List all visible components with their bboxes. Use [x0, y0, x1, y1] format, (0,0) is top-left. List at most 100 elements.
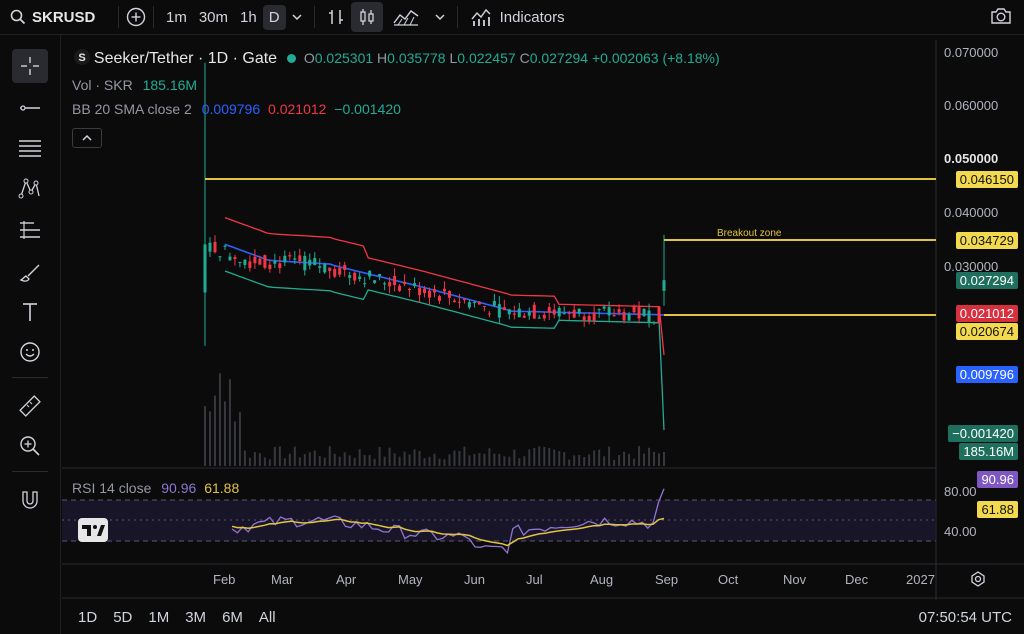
price-label-020674[interactable]: 0.020674: [955, 323, 1018, 340]
volume-bar: [598, 449, 601, 466]
candle-body: [507, 309, 511, 315]
candle-body: [393, 275, 397, 286]
range-1m[interactable]: 1M: [148, 608, 170, 626]
bb-legend[interactable]: BB 20 SMA close 2 0.009796 0.021012 −0.0…: [72, 101, 401, 117]
time-axis-settings[interactable]: [970, 571, 986, 592]
indicators-button[interactable]: Indicators: [470, 7, 565, 27]
area-style-button[interactable]: [391, 6, 421, 28]
rsi-value: 90.96: [161, 480, 197, 496]
candle-body: [572, 309, 576, 318]
area-chart-icon: [393, 10, 418, 26]
tradingview-logo[interactable]: [78, 518, 108, 547]
screenshot-button[interactable]: [990, 6, 1012, 30]
price-label-bb-upper[interactable]: 0.021012: [955, 305, 1018, 322]
candle-body: [373, 280, 377, 283]
range-3m[interactable]: 3M: [185, 608, 207, 626]
indicators-label: Indicators: [499, 8, 565, 26]
price-tick: 0.060000: [944, 98, 999, 113]
candle-body: [617, 309, 621, 313]
interval-dropdown[interactable]: [286, 6, 308, 28]
range-6m[interactable]: 6M: [222, 608, 243, 626]
volume-bar: [363, 455, 366, 466]
utc-clock[interactable]: 07:50:54 UTC: [918, 608, 1012, 626]
divider: [153, 6, 154, 28]
price-label-034729[interactable]: 0.034729: [955, 232, 1018, 249]
volume-bar: [413, 449, 416, 466]
candle-body: [353, 272, 357, 281]
volume-bar: [328, 446, 331, 466]
volume-bar: [453, 450, 456, 466]
price-label-bb-lower[interactable]: −0.001420: [948, 425, 1018, 442]
bars-style-button[interactable]: [325, 6, 347, 28]
price-label-bb-basis[interactable]: 0.009796: [955, 366, 1018, 383]
candle-body: [462, 298, 466, 300]
text-tool[interactable]: [12, 295, 48, 329]
candle-body: [253, 256, 257, 264]
candle-body: [388, 282, 392, 287]
price-label-046150[interactable]: 0.046150: [955, 171, 1018, 188]
volume-bar: [268, 459, 271, 466]
rsi-legend[interactable]: RSI 14 close 90.96 61.88: [72, 480, 239, 496]
fib-tool[interactable]: [12, 131, 48, 165]
volume-bar: [204, 406, 206, 466]
volume-bar: [628, 453, 631, 466]
volume-bar: [493, 453, 496, 466]
breakout-annotation[interactable]: Breakout zone: [717, 228, 782, 239]
pattern-tool[interactable]: [12, 171, 48, 205]
volume-bar: [233, 421, 236, 466]
interval-d[interactable]: D: [262, 4, 286, 30]
high-value: 0.035778: [387, 50, 446, 66]
candle-body: [213, 241, 217, 253]
candle-body: [437, 296, 441, 301]
candles-style-button[interactable]: [350, 2, 383, 32]
time-tick: Feb: [213, 572, 236, 587]
emoji-tool[interactable]: [12, 335, 48, 369]
drawing-toolbar: [0, 35, 61, 634]
candle-body: [378, 274, 382, 276]
candle-body: [467, 302, 471, 308]
add-symbol-button[interactable]: [125, 6, 147, 28]
price-label-volume[interactable]: 185.16M: [959, 443, 1018, 460]
divider: [118, 6, 119, 28]
chart-title[interactable]: Seeker/Tether · 1D · Gate: [93, 50, 278, 67]
price-label-last[interactable]: 0.027294: [955, 272, 1018, 289]
volume-legend[interactable]: Vol · SKR 185.16M: [72, 77, 197, 93]
line-tool-icon: [20, 105, 40, 111]
change-value: +0.002063 (+8.18%): [591, 50, 720, 66]
time-tick: Jun: [464, 572, 485, 587]
chevron-down-icon: [292, 14, 302, 21]
interval-1h[interactable]: 1h: [240, 8, 257, 26]
volume-bar: [648, 447, 651, 466]
ruler-tool[interactable]: [12, 389, 48, 423]
zoom-tool[interactable]: [12, 429, 48, 463]
interval-1m[interactable]: 1m: [166, 8, 187, 26]
volume-bar: [283, 458, 286, 466]
volume-bar: [358, 449, 361, 466]
range-5d[interactable]: 5D: [113, 608, 133, 626]
rsi-badge[interactable]: 90.96: [977, 471, 1018, 488]
rsi-ma-badge[interactable]: 61.88: [977, 501, 1018, 518]
magnet-tool[interactable]: [12, 483, 48, 517]
interval-30m[interactable]: 30m: [198, 8, 229, 26]
crosshair-tool[interactable]: [12, 49, 48, 83]
collapse-legend-button[interactable]: [72, 128, 102, 148]
forecast-tool[interactable]: [12, 213, 48, 247]
trend-line-tool[interactable]: [12, 91, 48, 125]
volume-bar: [418, 450, 421, 466]
chart-type-dropdown[interactable]: [429, 6, 451, 28]
volume-bar: [498, 453, 501, 466]
candle-body: [313, 257, 317, 265]
candle-body: [647, 310, 651, 323]
range-1d[interactable]: 1D: [78, 608, 98, 626]
close-value: 0.027294: [529, 50, 589, 66]
candle-body: [248, 261, 252, 268]
volume-bar: [663, 452, 665, 466]
brush-tool[interactable]: [12, 255, 48, 289]
range-all[interactable]: All: [258, 608, 276, 626]
candle-body: [403, 281, 407, 285]
candle-body: [662, 280, 666, 291]
price-tick: 0.070000: [944, 45, 999, 60]
volume-bar: [623, 451, 626, 466]
symbol-search[interactable]: SKRUSD: [0, 9, 112, 26]
